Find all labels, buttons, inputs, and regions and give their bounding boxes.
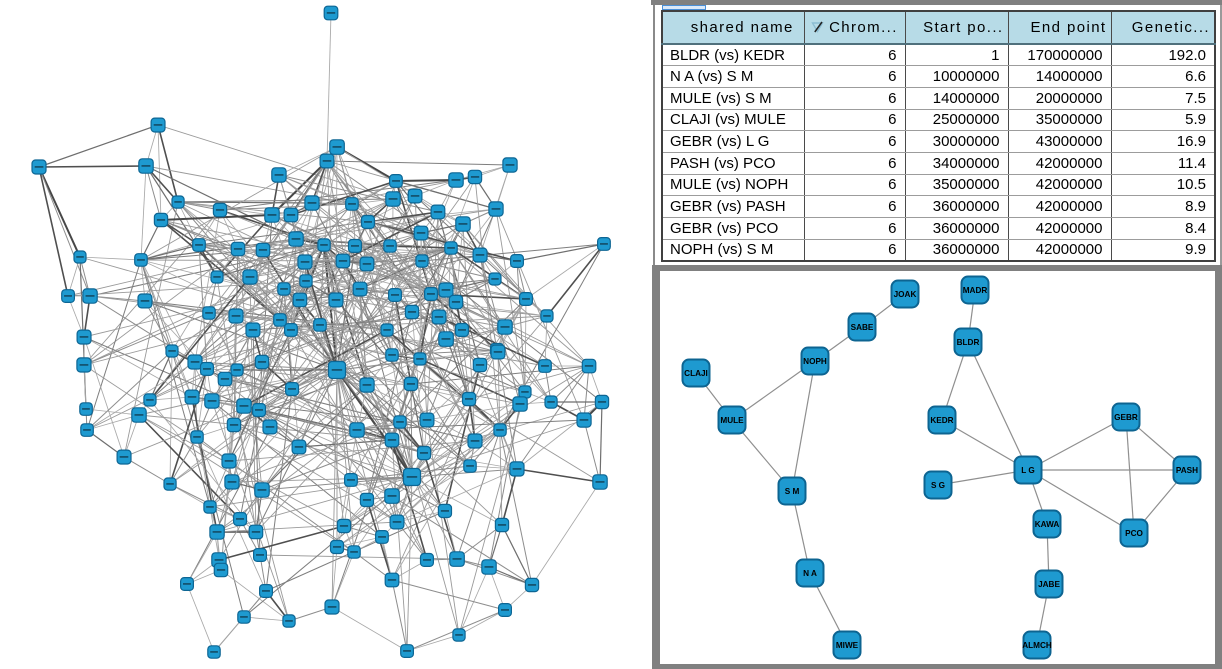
svg-text:PASH: PASH — [1176, 466, 1198, 475]
svg-text:JABE: JABE — [1038, 580, 1060, 589]
svg-text:BLDR: BLDR — [957, 338, 980, 347]
svg-text:JOAK: JOAK — [894, 290, 917, 299]
svg-text:KEDR: KEDR — [930, 416, 953, 425]
svg-text:NOPH: NOPH — [803, 357, 827, 366]
svg-text:SABE: SABE — [851, 323, 874, 332]
svg-text:MIWE: MIWE — [836, 641, 859, 650]
svg-text:KAWA: KAWA — [1035, 520, 1060, 529]
svg-text:S M: S M — [785, 487, 800, 496]
svg-text:S G: S G — [931, 481, 945, 490]
svg-text:N A: N A — [803, 569, 817, 578]
svg-text:MULE: MULE — [720, 416, 744, 425]
svg-text:PCO: PCO — [1125, 529, 1143, 538]
svg-text:L G: L G — [1021, 466, 1035, 475]
svg-text:ALMCH: ALMCH — [1022, 641, 1052, 650]
svg-text:CLAJI: CLAJI — [684, 369, 708, 378]
svg-text:GEBR: GEBR — [1114, 413, 1138, 422]
svg-text:MADR: MADR — [963, 286, 988, 295]
